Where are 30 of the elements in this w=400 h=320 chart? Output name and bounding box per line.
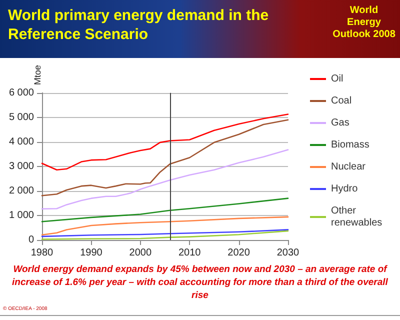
chart-title: World primary energy demand in the Reference Scenario bbox=[8, 6, 270, 44]
legend-label: Gas bbox=[331, 118, 350, 128]
text: World energy demand expands by 45% between now and 2030 – an average rate of increase of 1.6% per year – with coal accounting for more than a third of the overall rise bbox=[11, 263, 389, 302]
y-tick-label: 4 000 bbox=[8, 136, 34, 148]
x-tick-label: 2030 bbox=[276, 248, 300, 258]
legend-label: Oil bbox=[331, 74, 344, 84]
line-series bbox=[41, 216, 289, 236]
y-tick-label: 1 000 bbox=[8, 210, 34, 221]
y-tick-label: 0 bbox=[28, 234, 34, 246]
x-tick-label: 1990 bbox=[80, 248, 103, 258]
x-tick-label: 2020 bbox=[228, 248, 250, 258]
legend-label: Hydro bbox=[331, 184, 358, 194]
legend-label: Other renewables bbox=[331, 206, 382, 228]
y-tick-label: 3 000 bbox=[8, 160, 34, 172]
line-series bbox=[41, 119, 289, 196]
y-axis-title: Mtoe bbox=[32, 65, 42, 86]
legend-label: Coal bbox=[331, 96, 352, 106]
line-series bbox=[41, 114, 289, 171]
line-series bbox=[41, 229, 289, 238]
y-tick-label: 5 000 bbox=[8, 112, 34, 123]
y-tick-label: 6 000 bbox=[8, 87, 34, 98]
x-tick-label: 2000 bbox=[129, 248, 152, 258]
x-tick-label: 2010 bbox=[178, 248, 202, 258]
text: World Energy Outlook 2008 bbox=[332, 5, 396, 41]
x-tick-label: 1980 bbox=[30, 248, 54, 258]
line-series bbox=[41, 198, 289, 222]
y-tick-label: 2 000 bbox=[8, 185, 34, 196]
legend-label: Biomass bbox=[331, 140, 370, 150]
line-series bbox=[41, 149, 289, 210]
legend-label: Nuclear bbox=[331, 162, 366, 172]
